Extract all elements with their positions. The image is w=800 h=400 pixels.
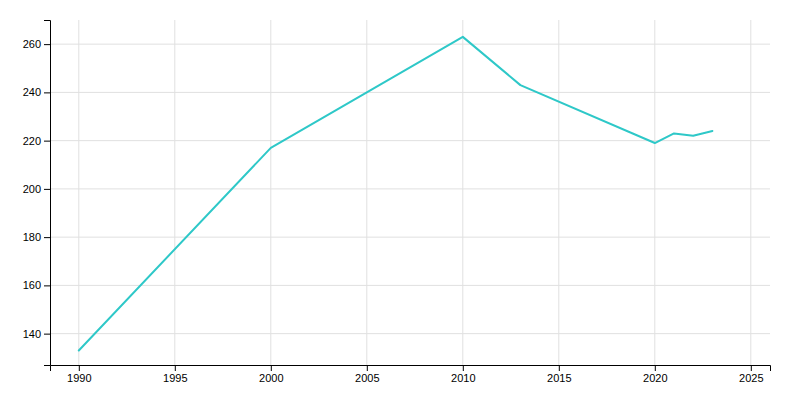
y-tick-mark <box>44 141 50 142</box>
y-tick-mark <box>44 285 50 286</box>
y-tick: 200 <box>23 183 50 195</box>
y-tick-mark <box>44 334 50 335</box>
x-tick: 2010 <box>451 365 475 384</box>
x-tick-mark <box>559 365 560 371</box>
x-tick: 2005 <box>355 365 379 384</box>
y-tick: 160 <box>23 279 50 291</box>
y-grid-line <box>50 237 770 238</box>
x-tick-mark <box>175 365 176 371</box>
y-tick: 140 <box>23 328 50 340</box>
x-grid-line <box>750 20 751 365</box>
x-tick-mark <box>751 365 752 371</box>
x-tick: 1995 <box>163 365 187 384</box>
y-tick-label: 220 <box>23 135 41 147</box>
y-grid-line <box>50 44 770 45</box>
x-grid-line <box>462 20 463 365</box>
line <box>79 37 713 351</box>
y-axis: 140 160 180 200 220 240 260 <box>23 21 51 366</box>
y-axis-line <box>44 21 51 366</box>
plot-area: 1990 1995 2000 2005 2010 2015 2020 2025 140 160 18… <box>23 20 771 384</box>
x-tick-label: 1990 <box>67 372 91 384</box>
y-tick-mark <box>44 44 50 45</box>
x-grid-line <box>654 20 655 365</box>
x-tick-label: 2020 <box>643 372 667 384</box>
y-tick: 180 <box>23 231 50 243</box>
x-tick-label: 2025 <box>739 372 763 384</box>
x-axis: 1990 1995 2000 2005 2010 2015 2020 2025 <box>51 365 771 384</box>
y-grid-line <box>50 92 770 93</box>
x-tick-mark <box>79 365 80 371</box>
y-tick: 240 <box>23 86 50 98</box>
x-tick-label: 1995 <box>163 372 187 384</box>
x-tick: 2020 <box>643 365 667 384</box>
x-tick-label: 2015 <box>547 372 571 384</box>
x-tick: 2025 <box>739 365 763 384</box>
y-tick-mark <box>44 189 50 190</box>
x-grid-line <box>366 20 367 365</box>
y-tick-label: 160 <box>23 279 41 291</box>
x-tick-label: 2000 <box>259 372 283 384</box>
x-grid-line <box>558 20 559 365</box>
x-tick: 1990 <box>67 365 91 384</box>
x-grid-line <box>174 20 175 365</box>
chart: 1990 1995 2000 2005 2010 2015 2020 2025 140 160 18… <box>0 0 800 400</box>
x-tick-mark <box>367 365 368 371</box>
y-tick-label: 140 <box>23 328 41 340</box>
y-grid-line <box>50 188 770 189</box>
x-tick-mark <box>271 365 272 371</box>
x-tick-label: 2005 <box>355 372 379 384</box>
x-axis-line <box>51 366 771 372</box>
y-grid-line <box>50 333 770 334</box>
x-grid-line <box>270 20 271 365</box>
marks <box>79 37 713 351</box>
grid <box>50 20 770 365</box>
y-tick-mark <box>44 237 50 238</box>
x-tick: 2000 <box>259 365 283 384</box>
y-tick-label: 180 <box>23 231 41 243</box>
y-tick: 260 <box>23 38 50 50</box>
y-tick: 220 <box>23 135 50 147</box>
y-tick-label: 200 <box>23 183 41 195</box>
y-grid-line <box>50 285 770 286</box>
y-tick-mark <box>44 92 50 93</box>
x-grid-line <box>78 20 79 365</box>
x-tick-label: 2010 <box>451 372 475 384</box>
x-tick-mark <box>655 365 656 371</box>
y-tick-label: 260 <box>23 38 41 50</box>
x-tick-mark <box>463 365 464 371</box>
x-tick: 2015 <box>547 365 571 384</box>
y-tick-label: 240 <box>23 86 41 98</box>
